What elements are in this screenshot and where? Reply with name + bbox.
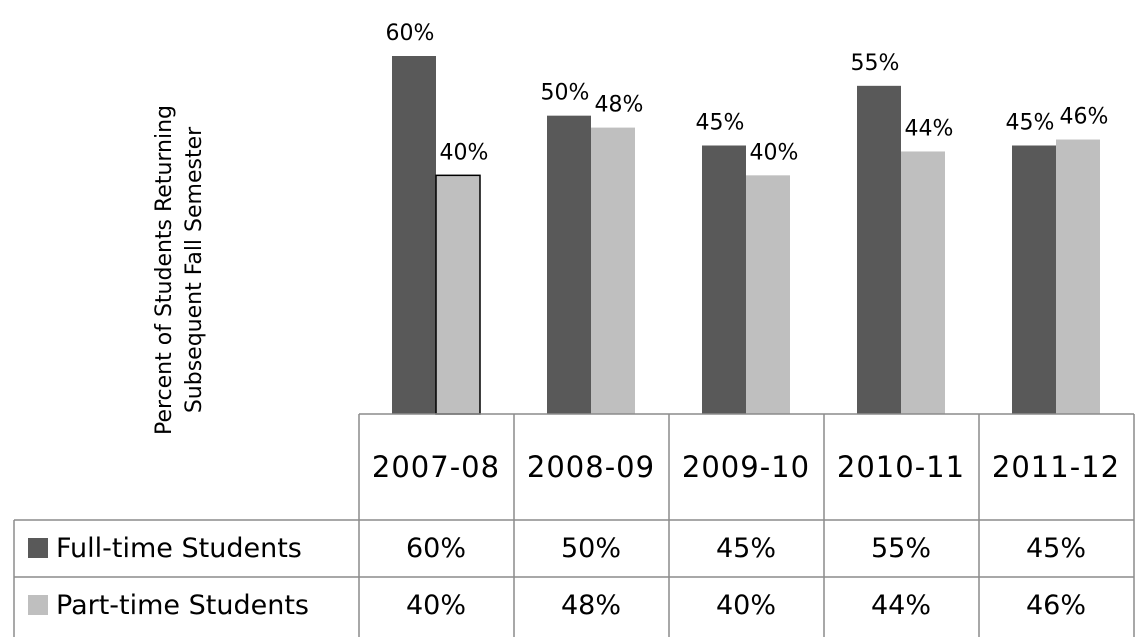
y-axis-label: Percent of Students Returning Subsequent… [152,104,207,436]
legend-entry-part-time: Part-time Students [14,577,358,633]
table-value: 60% [405,532,466,564]
table-value: 50% [560,532,621,564]
bar-full-time [857,85,901,414]
table-value: 55% [870,532,931,564]
legend-entry-full-time: Full-time Students [14,520,358,576]
category-label: 2009-10 [681,450,811,484]
bar-full-time [547,115,591,415]
bar-full-time [1012,145,1056,414]
table-value: 44% [870,589,931,621]
bar-part-time [746,175,790,414]
legend-swatch-part-time [28,595,48,615]
bar-part-time [591,127,635,414]
legend-swatch-full-time [28,538,48,558]
table-value: 48% [560,589,621,621]
table-value: 46% [1025,589,1086,621]
data-label: 46% [1060,105,1109,130]
legend-label: Part-time Students [56,589,309,621]
table-value: 45% [715,532,776,564]
category-label: 2007-08 [371,450,501,484]
bar-part-time [1056,139,1100,415]
bar-full-time [702,145,746,414]
bar-part-time [901,151,945,414]
table-value: 40% [405,589,466,621]
category-label: 2011-12 [991,450,1121,484]
table-value: 45% [1025,532,1086,564]
data-label: 45% [1006,111,1055,136]
data-label: 44% [905,116,954,141]
bar-full-time [392,56,436,414]
data-label: 50% [541,81,590,106]
bar-part-time [435,174,481,415]
data-label: 48% [595,93,644,118]
data-label: 45% [696,111,745,136]
category-label: 2010-11 [836,450,966,484]
table-value: 40% [715,589,776,621]
data-label: 60% [386,21,435,46]
data-label: 40% [750,140,799,165]
legend-label: Full-time Students [56,532,302,564]
data-label: 55% [851,51,900,76]
category-label: 2008-09 [526,450,656,484]
data-label: 40% [440,140,489,165]
